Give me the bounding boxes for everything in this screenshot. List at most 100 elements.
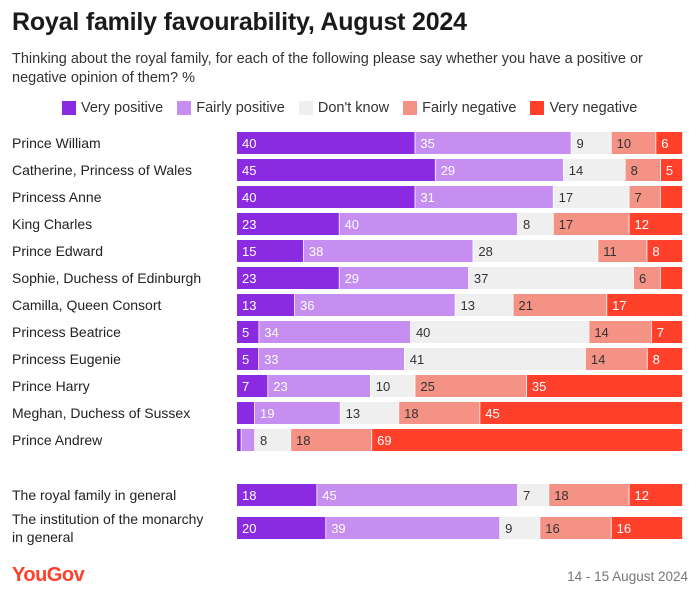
bar-camilla-queen-consort-very-negative xyxy=(607,294,683,316)
data-label-camilla-queen-consort-very-negative: 17 xyxy=(612,298,626,313)
survey-date: 14 - 15 August 2024 xyxy=(567,569,688,584)
chart-title: Royal family favourability, August 2024 xyxy=(12,8,467,36)
bar-sophie-duchess-of-edinburgh-fairly-positive xyxy=(339,267,469,289)
bar-catherine-princess-of-wales-very-negative xyxy=(660,159,683,181)
row-label-meghan-duchess-of-sussex: Meghan, Duchess of Sussex xyxy=(12,405,190,421)
data-label-prince-edward-very-positive: 15 xyxy=(242,244,256,259)
bar-prince-andrew-don-t-know xyxy=(255,429,291,451)
legend-item-very-negative: Very negative xyxy=(530,100,637,116)
row-label-camilla-queen-consort: Camilla, Queen Consort xyxy=(12,297,162,313)
bar-princess-eugenie-very-positive xyxy=(237,348,259,370)
bar-princess-anne-very-negative xyxy=(660,186,683,208)
legend-item-fairly-positive: Fairly positive xyxy=(177,100,285,116)
bar-prince-harry-very-positive xyxy=(237,375,268,397)
row-label-sophie-duchess-of-edinburgh: Sophie, Duchess of Edinburgh xyxy=(12,270,201,286)
data-label-the-institution-of-the-monarchy-in-general-don-t-know: 9 xyxy=(505,521,512,536)
bar-prince-william-don-t-know xyxy=(571,132,611,154)
row-label-prince-harry: Prince Harry xyxy=(12,378,90,394)
data-label-the-institution-of-the-monarchy-in-general-very-negative: 16 xyxy=(617,521,631,536)
data-label-king-charles-don-t-know: 8 xyxy=(523,217,530,232)
bar-princess-eugenie-fairly-negative xyxy=(585,348,647,370)
data-label-prince-harry-very-negative: 35 xyxy=(532,379,546,394)
bar-princess-anne-don-t-know xyxy=(553,186,629,208)
data-label-catherine-princess-of-wales-very-positive: 45 xyxy=(242,163,256,178)
legend-item-dont-know: Don't know xyxy=(298,100,389,116)
bar-camilla-queen-consort-don-t-know xyxy=(455,294,513,316)
bar-prince-andrew-fairly-positive xyxy=(241,429,255,451)
bar-camilla-queen-consort-fairly-negative xyxy=(513,294,607,316)
bar-the-royal-family-in-general-very-positive xyxy=(237,484,317,506)
bar-princess-anne-fairly-positive xyxy=(415,186,553,208)
data-label-catherine-princess-of-wales-don-t-know: 14 xyxy=(569,163,583,178)
legend-swatch-very-negative xyxy=(530,101,545,115)
bar-sophie-duchess-of-edinburgh-very-negative xyxy=(660,267,683,289)
bar-the-royal-family-in-general-fairly-negative xyxy=(549,484,629,506)
bar-prince-andrew-fairly-negative xyxy=(291,429,372,451)
bar-princess-eugenie-don-t-know xyxy=(404,348,586,370)
bar-princess-beatrice-fairly-negative xyxy=(589,321,651,343)
legend-swatch-very-positive xyxy=(62,101,76,115)
data-label-prince-harry-fairly-negative: 25 xyxy=(420,379,434,394)
data-label-prince-andrew-don-t-know: 8 xyxy=(260,433,267,448)
bar-the-institution-of-the-monarchy-in-general-don-t-know xyxy=(500,517,540,539)
row-label-prince-edward: Prince Edward xyxy=(12,243,103,259)
data-label-princess-anne-fairly-positive: 31 xyxy=(420,190,434,205)
data-label-the-institution-of-the-monarchy-in-general-fairly-negative: 16 xyxy=(545,521,559,536)
row-label-the-royal-family-in-general: The royal family in general xyxy=(12,487,176,503)
bar-prince-william-very-positive xyxy=(237,132,415,154)
legend-item-very-positive: Very positive xyxy=(62,100,163,116)
bar-prince-edward-very-positive xyxy=(237,240,304,262)
data-label-princess-anne-very-positive: 40 xyxy=(242,190,256,205)
legend-label-fairly-positive: Fairly positive xyxy=(196,100,285,116)
bar-king-charles-don-t-know xyxy=(517,213,553,235)
bar-prince-andrew-very-negative xyxy=(372,429,683,451)
data-label-the-institution-of-the-monarchy-in-general-very-positive: 20 xyxy=(242,521,256,536)
data-label-princess-beatrice-fairly-positive: 34 xyxy=(264,325,278,340)
data-label-catherine-princess-of-wales-very-negative: 5 xyxy=(666,163,673,178)
row-label-prince-william: Prince William xyxy=(12,135,101,151)
bar-prince-harry-fairly-negative xyxy=(415,375,527,397)
data-label-prince-edward-don-t-know: 28 xyxy=(478,244,492,259)
chart-subtitle: Thinking about the royal family, for eac… xyxy=(12,51,643,86)
bar-princess-anne-very-positive xyxy=(237,186,415,208)
data-label-princess-eugenie-don-t-know: 41 xyxy=(410,352,424,367)
data-label-prince-edward-fairly-negative: 11 xyxy=(603,244,617,259)
data-label-king-charles-very-negative: 12 xyxy=(634,217,648,232)
data-label-sophie-duchess-of-edinburgh-fairly-positive: 29 xyxy=(345,271,359,286)
legend-item-fairly-negative: Fairly negative xyxy=(403,100,516,116)
data-label-prince-william-very-negative: 6 xyxy=(661,136,668,151)
data-label-prince-harry-don-t-know: 10 xyxy=(376,379,390,394)
bar-prince-edward-fairly-negative xyxy=(598,240,647,262)
bar-sophie-duchess-of-edinburgh-don-t-know xyxy=(468,267,634,289)
data-label-prince-harry-very-positive: 7 xyxy=(242,379,249,394)
data-label-king-charles-very-positive: 23 xyxy=(242,217,256,232)
bar-the-institution-of-the-monarchy-in-general-very-negative xyxy=(611,517,683,539)
row-label-princess-anne: Princess Anne xyxy=(12,189,102,205)
data-label-prince-harry-fairly-positive: 23 xyxy=(273,379,287,394)
bar-prince-harry-don-t-know xyxy=(370,375,415,397)
data-label-prince-andrew-very-negative: 69 xyxy=(377,433,391,448)
data-label-princess-eugenie-very-negative: 8 xyxy=(653,352,660,367)
bar-meghan-duchess-of-sussex-fairly-negative xyxy=(399,402,480,424)
bar-prince-edward-very-negative xyxy=(647,240,683,262)
data-label-camilla-queen-consort-don-t-know: 13 xyxy=(461,298,475,313)
data-label-camilla-queen-consort-very-positive: 13 xyxy=(242,298,256,313)
bar-king-charles-very-negative xyxy=(629,213,683,235)
yougov-logo: YouGov xyxy=(12,564,85,586)
bar-camilla-queen-consort-very-positive xyxy=(237,294,295,316)
data-label-sophie-duchess-of-edinburgh-don-t-know: 37 xyxy=(474,271,488,286)
legend-swatch-dont-know xyxy=(298,101,313,115)
bar-princess-eugenie-very-negative xyxy=(647,348,683,370)
row-label-prince-andrew: Prince Andrew xyxy=(12,432,103,448)
bar-king-charles-fairly-negative xyxy=(553,213,629,235)
bar-sophie-duchess-of-edinburgh-very-positive xyxy=(237,267,339,289)
legend-swatch-fairly-positive xyxy=(177,101,192,115)
bar-camilla-queen-consort-fairly-positive xyxy=(294,294,455,316)
legend-swatch-fairly-negative xyxy=(403,101,418,115)
data-label-princess-beatrice-very-positive: 5 xyxy=(242,325,249,340)
data-label-princess-anne-don-t-know: 17 xyxy=(559,190,573,205)
bar-princess-beatrice-very-positive xyxy=(237,321,259,343)
data-label-prince-edward-very-negative: 8 xyxy=(652,244,659,259)
bar-the-royal-family-in-general-very-negative xyxy=(629,484,683,506)
